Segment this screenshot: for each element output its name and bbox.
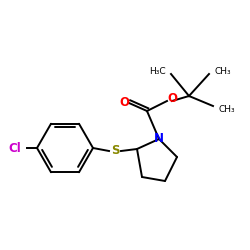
Text: CH₃: CH₃ xyxy=(215,66,231,76)
Text: Cl: Cl xyxy=(8,142,21,154)
Text: CH₃: CH₃ xyxy=(219,104,235,114)
Text: N: N xyxy=(154,132,164,144)
Text: O: O xyxy=(167,92,177,106)
Text: S: S xyxy=(111,144,119,158)
Text: O: O xyxy=(119,96,129,108)
Text: H₃C: H₃C xyxy=(149,66,165,76)
